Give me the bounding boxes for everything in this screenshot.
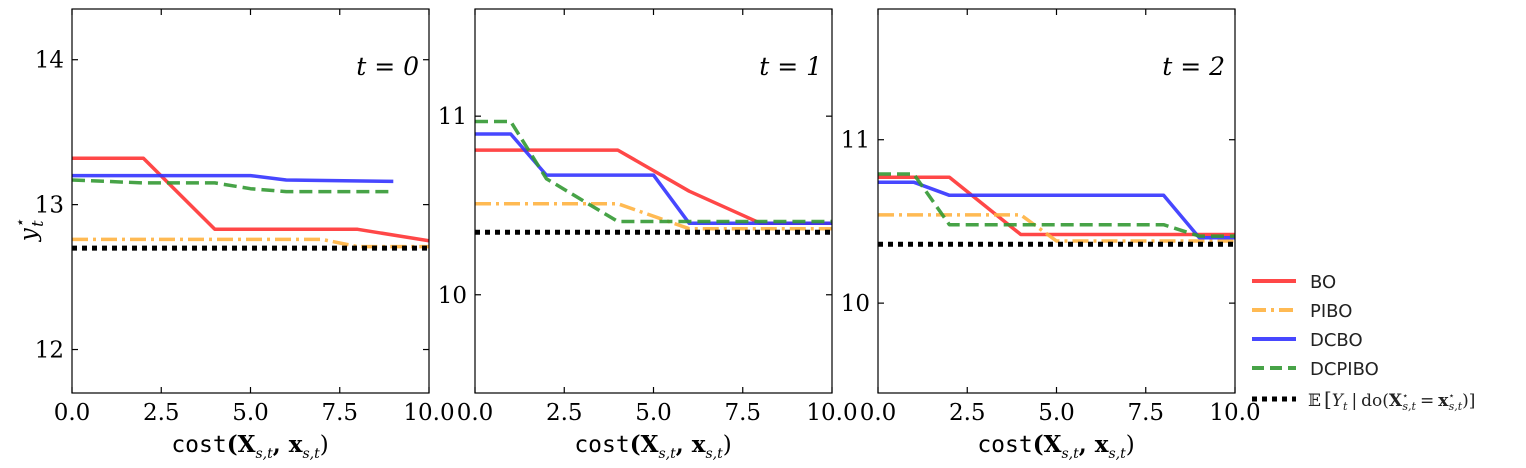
x-tick-label: 10.0: [403, 400, 454, 426]
svg-text:cost(Xs,t, xs,t): cost(Xs,t, xs,t): [977, 431, 1134, 462]
series-line-pibo: [475, 201, 832, 231]
x-tick-label: 7.5: [724, 400, 761, 426]
exp-do: do(: [1361, 391, 1389, 411]
legend-label-pibo: PIBO: [1310, 301, 1352, 322]
x-axis-label-0: cost(Xs,t, xs,t): [171, 431, 328, 462]
exp-x-sub: s,t: [1449, 400, 1463, 413]
series-line-bo: [475, 148, 832, 226]
y-tick-label: 14: [35, 48, 64, 74]
svg-text:cost(Xs,t, xs,t): cost(Xs,t, xs,t): [574, 431, 731, 462]
legend-label-dcbo: DCBO: [1310, 330, 1363, 351]
series-line-bo: [878, 175, 1235, 237]
x-tick-label: 7.5: [1127, 400, 1164, 426]
legend-label-bo: BO: [1310, 272, 1336, 293]
xlabel-mid: , x: [273, 431, 303, 458]
x-tick-label: 5.0: [232, 400, 269, 426]
exp-X-sub: s,t: [1402, 400, 1416, 413]
series-line-dcpibo: [72, 178, 394, 194]
ylabel-base: y: [16, 227, 42, 242]
x-tick-label: 10.0: [806, 400, 857, 426]
x-tick-label: 5.0: [1038, 400, 1075, 426]
y-tick-label: 11: [841, 128, 870, 154]
ylabel-sub: t: [28, 220, 47, 227]
xlabel-mid: , x: [1079, 431, 1109, 458]
y-tick-label: 13: [35, 193, 64, 219]
y-tick-label: 11: [438, 104, 467, 130]
plot-area: [72, 156, 429, 251]
legend-label-dcpibo: DCPIBO: [1310, 359, 1379, 380]
exp-E: 𝔼: [1308, 391, 1321, 411]
series-line-pibo: [72, 237, 429, 249]
x-tick-label: 10.0: [1209, 400, 1260, 426]
series-line-dcbo: [475, 132, 832, 226]
xlabel-args: (X: [227, 431, 256, 458]
exp-X-sup: ⋆: [1402, 391, 1408, 402]
x-tick-label: 7.5: [321, 400, 358, 426]
panel-t1: 0.0 2.5 5.0 7.5 10.0 10 11 t = 1: [438, 8, 858, 426]
xlabel-args: (X: [1033, 431, 1062, 458]
x-axis-label-2: cost(Xs,t, xs,t): [977, 431, 1134, 462]
xlabel-close: ): [320, 432, 329, 458]
xlabel-func: cost: [977, 432, 1032, 458]
xlabel-close: ): [1126, 432, 1135, 458]
exp-X: X: [1389, 391, 1403, 411]
x-tick-label: 2.5: [546, 400, 583, 426]
y-tick-label: 12: [35, 338, 64, 364]
xlabel-sub1: s,t: [255, 446, 273, 462]
exp-x: x: [1438, 391, 1449, 411]
series-line-dcpibo: [475, 119, 832, 224]
panel-label: t = 2: [1162, 52, 1225, 81]
exp-open: [: [1324, 387, 1332, 411]
svg-text:y⋆t: y⋆t: [11, 219, 47, 242]
panel-label: t = 1: [759, 52, 822, 81]
svg-text:cost(Xs,t, xs,t): cost(Xs,t, xs,t): [171, 431, 328, 462]
ylabel-sup: ⋆: [11, 219, 29, 228]
exp-close: )]: [1462, 391, 1475, 411]
plot-area: [475, 119, 832, 235]
series-line-bo: [72, 156, 429, 243]
plot-area: [878, 172, 1235, 247]
series-line-dcbo: [878, 180, 1235, 240]
xlabel-sub1: s,t: [1061, 446, 1079, 462]
x-tick-label: 0.0: [457, 400, 494, 426]
exp-Y-sub: t: [1343, 400, 1348, 413]
xlabel-close: ): [723, 432, 732, 458]
xlabel-func: cost: [574, 432, 629, 458]
exp-x-sup: ⋆: [1448, 391, 1454, 402]
panel-t0: 0.0 2.5 5.0 7.5 10.0 12 13 14 t = 0: [35, 8, 455, 426]
exp-Y: Y: [1332, 391, 1345, 411]
xlabel-sub2: s,t: [705, 446, 723, 462]
xlabel-args: (X: [630, 431, 659, 458]
xlabel-mid: , x: [676, 431, 706, 458]
exp-eq: =: [1420, 391, 1434, 411]
xlabel-sub1: s,t: [658, 446, 676, 462]
x-tick-label: 5.0: [635, 400, 672, 426]
xlabel-sub2: s,t: [302, 446, 320, 462]
x-tick-label: 2.5: [143, 400, 180, 426]
xlabel-func: cost: [171, 432, 226, 458]
x-tick-label: 2.5: [949, 400, 986, 426]
panel-label: t = 0: [356, 52, 419, 81]
legend: BO PIBO DCBO DCPIBO 𝔼 [Yt | do(X⋆ s,t = x⋆ s,t)…: [1252, 272, 1475, 413]
x-tick-label: 0.0: [860, 400, 897, 426]
exp-bar: |: [1351, 391, 1357, 411]
series-line-dcbo: [72, 173, 394, 184]
x-tick-label: 0.0: [54, 400, 91, 426]
x-axis-label-1: cost(Xs,t, xs,t): [574, 431, 731, 462]
series-line-pibo: [878, 213, 1235, 243]
y-tick-label: 10: [841, 291, 870, 317]
y-tick-label: 10: [438, 283, 467, 309]
series-line-dcpibo: [878, 172, 1235, 238]
y-axis-label: y⋆t: [11, 219, 47, 242]
legend-label-expectation: 𝔼 [Yt | do(X⋆ s,t = x⋆ s,t)]: [1308, 387, 1475, 413]
xlabel-sub2: s,t: [1108, 446, 1126, 462]
panel-t2: 0.0 2.5 5.0 7.5 10.0 10 11 t = 2: [841, 8, 1261, 426]
